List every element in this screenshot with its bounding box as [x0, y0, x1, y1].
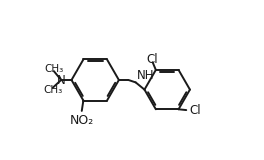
Text: CH₃: CH₃ — [43, 85, 62, 95]
Text: Cl: Cl — [147, 53, 158, 66]
Text: N: N — [57, 73, 65, 87]
Text: Cl: Cl — [189, 104, 201, 117]
Text: CH₃: CH₃ — [44, 64, 64, 74]
Text: NO₂: NO₂ — [70, 114, 94, 127]
Text: NH: NH — [136, 69, 154, 82]
